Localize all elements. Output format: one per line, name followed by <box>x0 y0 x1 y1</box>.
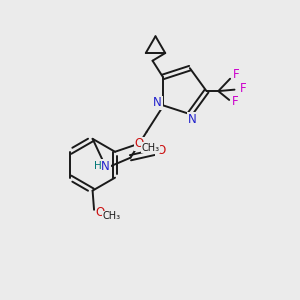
Text: N: N <box>188 113 197 126</box>
Text: CH₃: CH₃ <box>103 211 121 221</box>
Text: N: N <box>101 160 110 173</box>
Text: O: O <box>95 206 105 219</box>
Text: N: N <box>153 96 162 110</box>
Text: H: H <box>94 161 102 171</box>
Text: F: F <box>240 82 247 95</box>
Text: F: F <box>232 95 238 108</box>
Text: O: O <box>134 137 144 150</box>
Text: CH₃: CH₃ <box>141 142 159 153</box>
Text: O: O <box>156 144 165 157</box>
Text: F: F <box>233 68 239 81</box>
